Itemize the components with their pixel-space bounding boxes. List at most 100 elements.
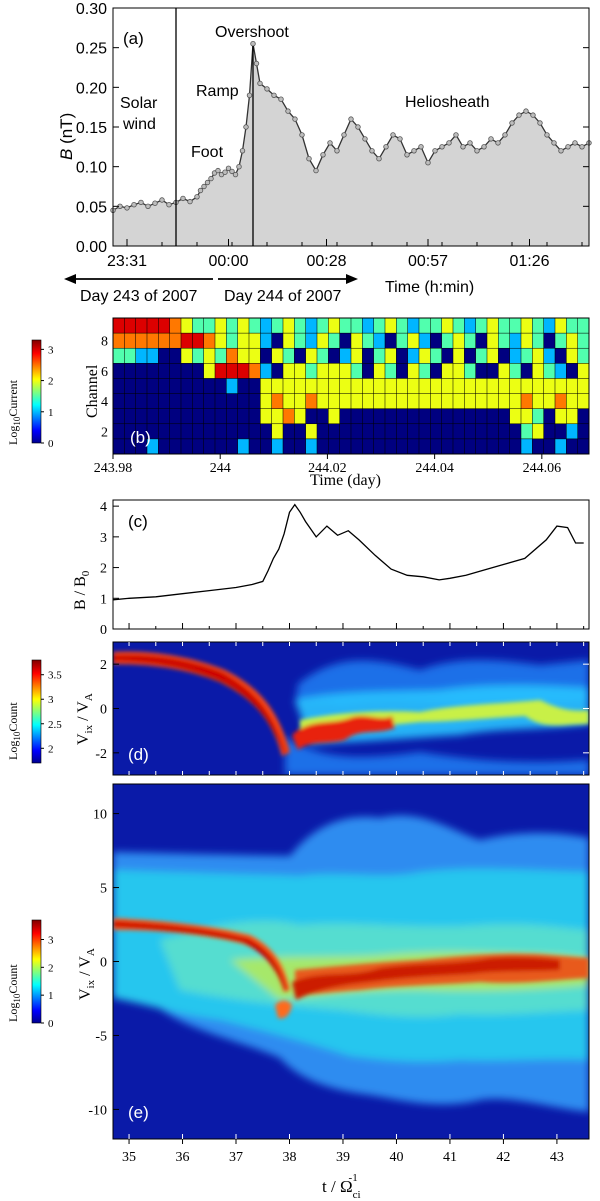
- heatmap-cell: [577, 363, 590, 379]
- data-point: [187, 198, 193, 205]
- heatmap-cell: [475, 378, 488, 395]
- heatmap-cell: [554, 347, 567, 364]
- heatmap-cell: [112, 408, 125, 425]
- heatmap-cell: [124, 332, 137, 349]
- heatmap-cell: [486, 378, 499, 395]
- heatmap-cell: [418, 408, 431, 425]
- heatmap-cell: [554, 393, 567, 410]
- heatmap-cell: [203, 393, 216, 410]
- heatmap-cell: [396, 317, 409, 334]
- y-tick-label: 1: [100, 592, 107, 607]
- heatmap-cell: [305, 378, 318, 395]
- heatmap-cell: [248, 393, 261, 410]
- heatmap-cell: [260, 393, 273, 410]
- heatmap-cell: [577, 332, 590, 349]
- heatmap-cell: [396, 332, 409, 349]
- heatmap-cell: [192, 438, 205, 455]
- heatmap-cell: [294, 438, 307, 455]
- heatmap-cell: [430, 408, 443, 425]
- heatmap-cell: [566, 408, 579, 425]
- heatmap-cell: [350, 332, 363, 349]
- heatmap-cell: [226, 423, 239, 440]
- heatmap-cell: [260, 408, 273, 425]
- heatmap-cell: [146, 378, 159, 395]
- heatmap-cell: [169, 408, 182, 425]
- heatmap-cell: [430, 347, 443, 364]
- heatmap-cell: [169, 438, 182, 455]
- x-tick-label: 43: [550, 1150, 564, 1165]
- heatmap-cell: [577, 378, 590, 395]
- heatmap-cell: [112, 393, 125, 410]
- heatmap-cell: [373, 378, 386, 395]
- y-tick-label: 10: [93, 808, 107, 823]
- heatmap-cell: [543, 378, 556, 395]
- y-tick-label: 2: [100, 658, 107, 673]
- x-tick-label: 41: [443, 1150, 457, 1165]
- heatmap-cell: [464, 332, 477, 349]
- data-point: [446, 140, 452, 146]
- heatmap-cell: [532, 363, 545, 379]
- heatmap-cell: [543, 363, 556, 379]
- heatmap-cell: [158, 438, 171, 455]
- data-point: [243, 124, 249, 130]
- heatmap-cell: [441, 347, 454, 364]
- data-point: [253, 60, 260, 67]
- heatmap-cell: [282, 363, 295, 379]
- data-point: [327, 140, 333, 146]
- heatmap-cell: [543, 423, 556, 440]
- data-point: [180, 195, 186, 202]
- heatmap-cell: [532, 378, 545, 395]
- heatmap-cell: [135, 347, 148, 364]
- data-point: [236, 163, 242, 170]
- heatmap-cell: [577, 423, 590, 440]
- heatmap-cell: [339, 438, 352, 455]
- heatmap-cell: [520, 378, 533, 395]
- heatmap-cell: [226, 393, 239, 410]
- heatmap-cell: [135, 332, 148, 349]
- y-tick-label: 5: [100, 882, 107, 897]
- heatmap-cell: [282, 408, 295, 425]
- heatmap-cell: [316, 332, 329, 349]
- panel-d: 2 0 -2 (d) Vix / VA 2 2.5 3 3.5 Log10Count: [6, 641, 590, 776]
- heatmap-cell: [441, 363, 454, 379]
- region-label-overshoot: Overshoot: [215, 24, 289, 41]
- heatmap-cell: [305, 317, 318, 334]
- heatmap-cell: [203, 438, 216, 455]
- heatmap-cell: [316, 423, 329, 440]
- heatmap-cell: [124, 317, 137, 334]
- heatmap-cell: [294, 423, 307, 440]
- heatmap-cell: [226, 438, 239, 455]
- heatmap-cell: [486, 317, 499, 334]
- heatmap-cell: [316, 347, 329, 364]
- heatmap-cell: [316, 378, 329, 395]
- panel-c: 0 1 2 3 4 (c) B / B0: [72, 499, 590, 638]
- heatmap-cell: [577, 317, 590, 334]
- heatmap-cell: [260, 423, 273, 440]
- heatmap-cell: [407, 317, 420, 334]
- heatmap-cell: [464, 393, 477, 410]
- heatmap-cell: [282, 423, 295, 440]
- heatmap-cell: [396, 423, 409, 440]
- y-tick-label: 4: [101, 395, 108, 410]
- heatmap-cell: [464, 438, 477, 455]
- heatmap-cell: [396, 363, 409, 379]
- panel-a-label: (a): [123, 29, 144, 48]
- heatmap-cell: [271, 438, 284, 455]
- heatmap-cell: [112, 347, 125, 364]
- data-point: [341, 132, 347, 138]
- heatmap-cell: [260, 317, 273, 334]
- heatmap-cell: [339, 332, 352, 349]
- data-point: [502, 132, 508, 138]
- heatmap-cell: [248, 332, 261, 349]
- colorbar-tick-label: 3: [48, 694, 54, 706]
- heatmap-cell: [407, 423, 420, 440]
- heatmap-cell: [498, 378, 511, 395]
- heatmap-cell: [350, 347, 363, 364]
- heatmap-cell: [486, 423, 499, 440]
- y-tick-label: -2: [95, 747, 107, 762]
- data-point: [124, 205, 130, 211]
- heatmap-cell: [305, 438, 318, 455]
- data-point: [397, 136, 403, 142]
- heatmap-cell: [316, 363, 329, 379]
- heatmap-cell: [441, 378, 454, 395]
